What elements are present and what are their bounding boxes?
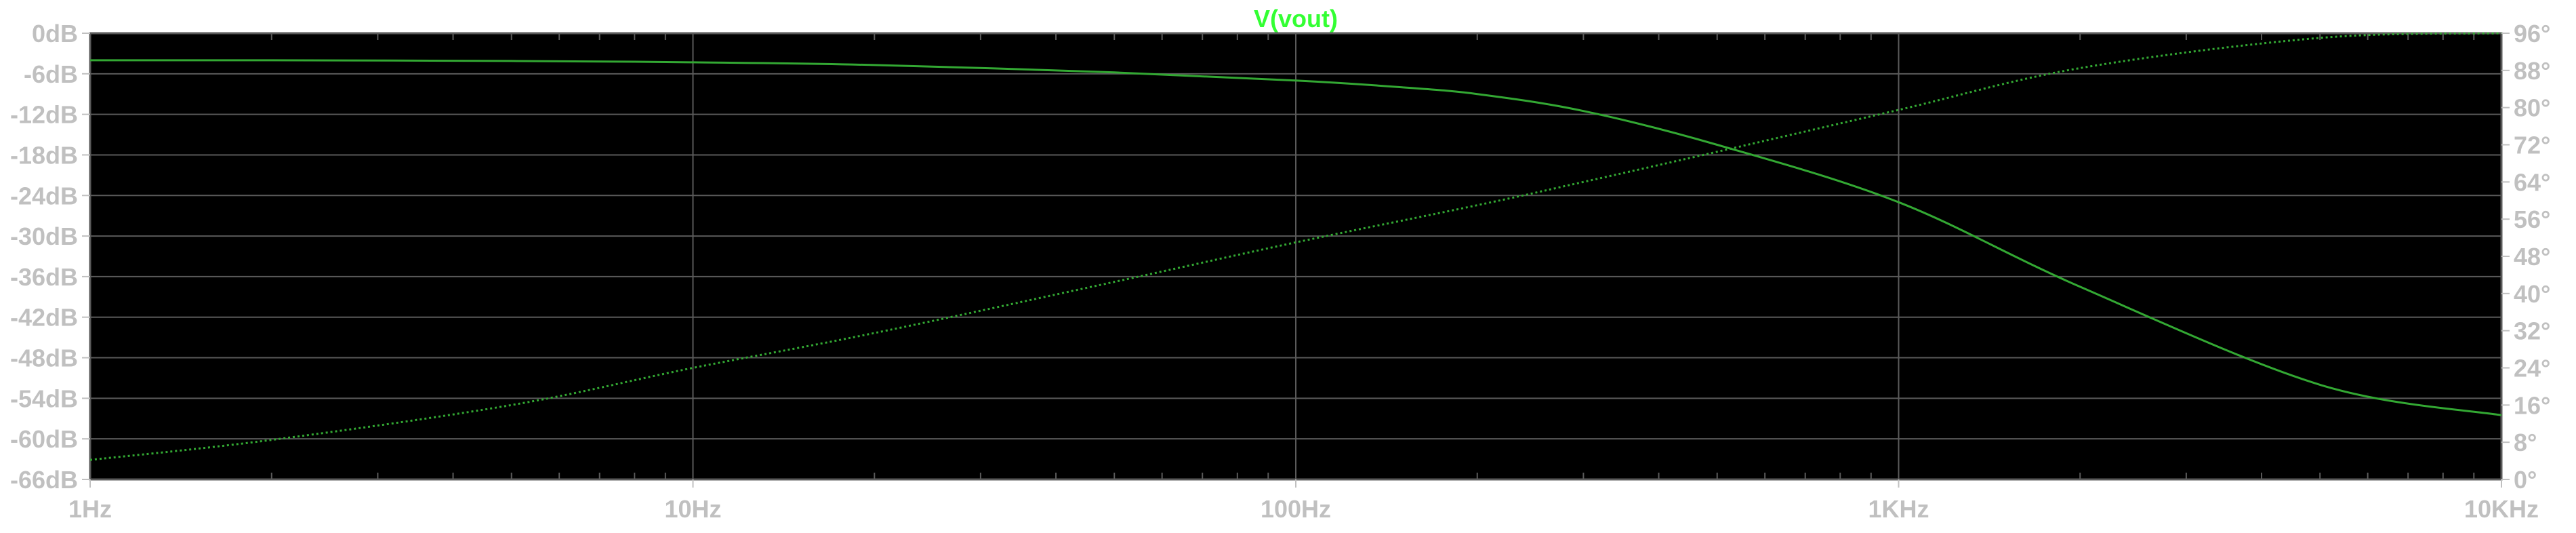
- x-tick-label: 10KHz: [2464, 495, 2539, 523]
- right-tick-label: 72°: [2514, 132, 2550, 159]
- left-tick-label: -66dB: [10, 466, 78, 494]
- x-tick-label: 100Hz: [1261, 495, 1331, 523]
- right-tick-label: 40°: [2514, 280, 2550, 308]
- x-axis-ticks: 1Hz 10Hz 100Hz 1KHz 10KHz: [68, 479, 2539, 523]
- left-tick-label: -30dB: [10, 222, 78, 250]
- left-tick-label: 0dB: [32, 20, 78, 47]
- right-tick-label: 88°: [2514, 57, 2550, 85]
- x-tick-label: 1Hz: [68, 495, 112, 523]
- right-tick-label: 56°: [2514, 205, 2550, 233]
- x-tick-label: 10Hz: [664, 495, 721, 523]
- left-tick-label: -18dB: [10, 141, 78, 169]
- traces: [89, 32, 2502, 461]
- right-tick-label: 16°: [2514, 391, 2550, 419]
- right-tick-label: 32°: [2514, 317, 2550, 345]
- magnitude-trace: [89, 59, 2502, 416]
- right-tick-label: 96°: [2514, 20, 2550, 47]
- left-axis-ticks: 0dB -6dB -12dB -18dB -24dB -30dB -36dB -42dB -48…: [10, 20, 90, 494]
- left-tick-label: -24dB: [10, 182, 78, 210]
- left-tick-label: -12dB: [10, 101, 78, 129]
- right-tick-label: 0°: [2514, 466, 2537, 494]
- grid: [89, 32, 2503, 481]
- right-tick-label: 24°: [2514, 355, 2550, 382]
- left-tick-label: -36dB: [10, 263, 78, 291]
- right-axis-ticks: 96° 88° 80° 72° 64° 56° 48° 40° 32° 24° 16° 8° 0°: [2501, 20, 2550, 494]
- right-tick-label: 64°: [2514, 168, 2550, 196]
- chart-title: V(vout): [1254, 5, 1338, 33]
- x-tick-label: 1KHz: [1868, 495, 1929, 523]
- right-tick-label: 48°: [2514, 243, 2550, 271]
- left-tick-label: -48dB: [10, 344, 78, 372]
- left-tick-label: -42dB: [10, 304, 78, 332]
- right-tick-label: 80°: [2514, 94, 2550, 122]
- left-tick-label: -60dB: [10, 425, 78, 453]
- left-tick-label: -6dB: [24, 60, 78, 88]
- left-tick-label: -54dB: [10, 384, 78, 412]
- right-tick-label: 8°: [2514, 429, 2537, 456]
